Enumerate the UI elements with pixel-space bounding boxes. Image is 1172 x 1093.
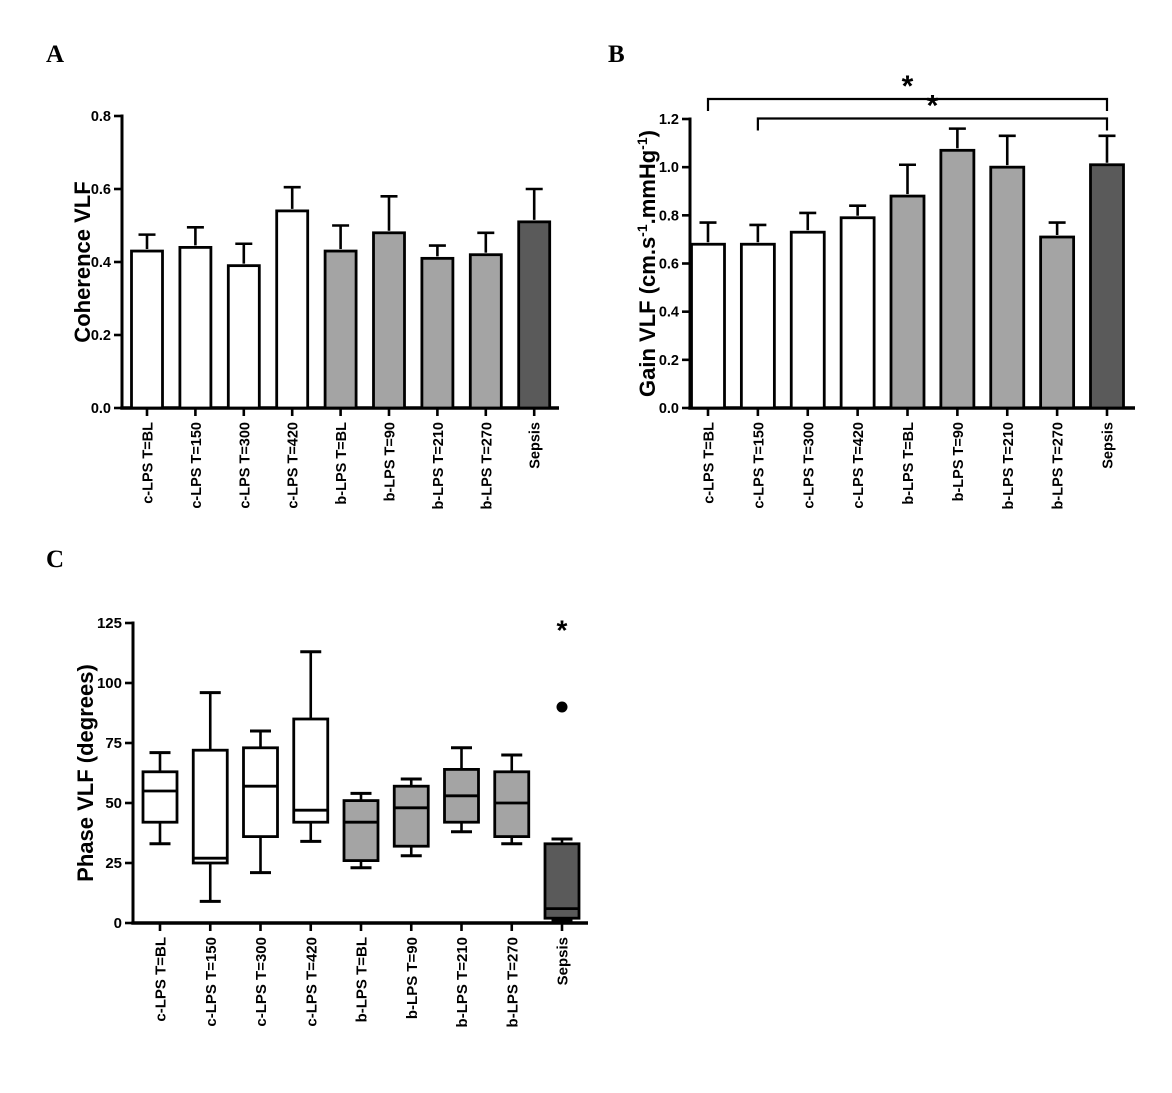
- panel-c-y-ticks: 0 25 50 75 100 125: [97, 615, 133, 932]
- panel-b-bar-c-lps-t-150: [739, 242, 776, 410]
- panel-a-y-tick-label: 0.8: [91, 109, 111, 125]
- panel-b-y-tick-label: 0.2: [659, 353, 679, 369]
- panel-b-bar-c-lps-t-bl: [690, 242, 726, 410]
- panel-b-y-ticks: 0.0 0.2 0.4 0.6 0.8 1.0 1.2: [659, 112, 690, 417]
- panel-c-x-label-c-lps-t-150: c-LPS T=150: [203, 937, 220, 1027]
- panel-c-boxes: [141, 650, 581, 923]
- panel-b-x-label-sepsis: Sepsis: [1101, 422, 1117, 469]
- panel-c-x-label-sepsis: Sepsis: [555, 937, 572, 985]
- panel-c-y-tick-label: 75: [105, 735, 122, 752]
- panel-a-bar-b-lps-t-90: [372, 231, 406, 410]
- panel-a-letter: A: [46, 41, 65, 68]
- panel-c-y-tick-label: 125: [97, 615, 122, 632]
- panel-a-x-label-b-lps-t-270: b-LPS T=270: [479, 422, 495, 509]
- panel-c-box-c-lps-t-150: [191, 748, 229, 865]
- panel-a-bar-c-lps-t-bl: [130, 249, 164, 410]
- panel-b-bar-c-lps-t-420: [839, 216, 876, 410]
- panel-b-bar-sepsis: [1089, 163, 1125, 410]
- panel-a-x-label-b-lps-t-210: b-LPS T=210: [431, 422, 447, 509]
- panel-b-x-label-c-lps-t-420: c-LPS T=420: [851, 422, 867, 509]
- panel-a-y-tick-label: 0.6: [91, 182, 111, 198]
- panel-b-x-label-b-lps-t-210: b-LPS T=210: [1001, 422, 1017, 509]
- panel-b-y-axis-title: Gain VLF (cm.s-1.mmHg-1): [634, 130, 660, 397]
- panel-a-y-axis-title: Coherence VLF: [70, 181, 95, 342]
- panel-a-y-tick-label: 0.2: [91, 328, 111, 344]
- panel-a-bar-b-lps-t-270: [468, 253, 503, 410]
- panel-c-x-label-b-lps-t-210: b-LPS T=210: [454, 937, 471, 1027]
- panel-c-x-label-c-lps-t-420: c-LPS T=420: [303, 937, 320, 1027]
- panel-a-y-tick-label: 0.0: [91, 401, 111, 417]
- panel-c-box-c-lps-t-bl: [141, 770, 179, 824]
- panel-c-y-axis-title: Phase VLF (degrees): [73, 664, 98, 882]
- panel-a-bar-b-lps-t-210: [420, 256, 455, 410]
- panel-b-bar-b-lps-t-210: [989, 165, 1026, 410]
- panel-b-gain-vlf-bar-chart: 0.0 0.2 0.4 0.6 0.8 1.0 1.2 c-LPS T=BL c-LPS T=1…: [634, 70, 1135, 509]
- panel-c-box-b-lps-t-90: [392, 784, 430, 848]
- panel-a-y-ticks: 0.0 0.2 0.4 0.6 0.8: [91, 109, 122, 417]
- panel-a-x-ticks: c-LPS T=BL c-LPS T=150 c-LPS T=300 c-LPS T=…: [141, 408, 544, 509]
- panel-c-y-tick-label: 100: [97, 675, 122, 692]
- panel-b-bar-c-lps-t-300: [789, 230, 826, 410]
- panel-c-y-tick-label: 25: [105, 855, 122, 872]
- panel-a-bar-b-lps-t-bl: [323, 249, 358, 410]
- panel-b-x-label-c-lps-t-bl: c-LPS T=BL: [702, 422, 718, 504]
- panel-b-y-tick-label: 0.6: [659, 257, 679, 273]
- panel-c-x-ticks: c-LPS T=BL c-LPS T=150 c-LPS T=300 c-LPS T=…: [153, 923, 572, 1027]
- panel-b-letter: B: [608, 41, 625, 68]
- panel-b-y-tick-label: 1.0: [659, 160, 679, 176]
- panel-c-outlier-dot-sepsis: [556, 701, 568, 713]
- panel-a-error-bars: [138, 185, 543, 264]
- panel-b-y-tick-label: 0.4: [659, 305, 679, 321]
- panel-a-coherence-vlf-bar-chart: 0.00.20.40.60.8c-LPS T=BL c-LPS T=150 c-LP…: [70, 109, 559, 509]
- panel-a-x-label-c-lps-t-150: c-LPS T=150: [189, 422, 205, 509]
- panel-b-bar-b-lps-t-bl: [889, 194, 926, 410]
- panel-b-significance-bracket-0: [706, 97, 1109, 111]
- panel-c-x-label-c-lps-t-300: c-LPS T=300: [253, 937, 270, 1027]
- panel-c-y-tick-label: 0: [114, 915, 122, 932]
- panel-a-x-label-c-lps-t-300: c-LPS T=300: [237, 422, 253, 509]
- panel-c-box-c-lps-t-300: [242, 746, 279, 839]
- panel-c-y-tick-label: 50: [105, 795, 122, 812]
- panel-b-x-label-c-lps-t-150: c-LPS T=150: [751, 422, 767, 509]
- panel-c-annotation-asterisk: *: [557, 614, 568, 645]
- panel-c-box-sepsis: [543, 842, 581, 920]
- panel-b-x-label-b-lps-t-270: b-LPS T=270: [1051, 422, 1067, 509]
- panel-b-bars: [690, 148, 1125, 410]
- panel-b-x-label-b-lps-t-90: b-LPS T=90: [951, 422, 967, 501]
- panel-b-significance-asterisk-0: *: [902, 70, 914, 103]
- panel-a-x-label-sepsis: Sepsis: [528, 422, 544, 469]
- panel-a-x-label-b-lps-t-90: b-LPS T=90: [383, 422, 399, 501]
- panel-b-y-tick-label: 0.8: [659, 208, 679, 224]
- panel-c-x-label-c-lps-t-bl: c-LPS T=BL: [153, 937, 170, 1022]
- panel-b-x-label-c-lps-t-300: c-LPS T=300: [801, 422, 817, 509]
- panel-b-x-ticks: c-LPS T=BL c-LPS T=150 c-LPS T=300 c-LPS T=…: [702, 408, 1117, 509]
- panel-a-bar-c-lps-t-300: [226, 264, 261, 410]
- panel-a-bar-c-lps-t-420: [275, 209, 310, 410]
- panel-a-bars: [130, 209, 552, 410]
- panel-a-x-label-b-lps-t-bl: b-LPS T=BL: [334, 422, 350, 505]
- panel-a-y-tick-label: 0.4: [91, 255, 111, 271]
- panel-c-x-label-b-lps-t-90: b-LPS T=90: [404, 937, 421, 1019]
- panel-b-x-label-b-lps-t-bl: b-LPS T=BL: [901, 422, 917, 505]
- panel-c-box-c-lps-t-420: [292, 717, 330, 824]
- panel-b-error-bars: [699, 127, 1116, 243]
- panel-a-bar-c-lps-t-150: [178, 245, 213, 410]
- panel-c-letter: C: [46, 546, 65, 573]
- panel-b-y-tick-label: 1.2: [659, 112, 679, 128]
- panel-b-y-tick-label: 0.0: [659, 401, 679, 417]
- panel-c-box-b-lps-t-bl: [342, 799, 380, 863]
- panel-b-bar-b-lps-t-270: [1039, 235, 1076, 410]
- panel-b-bar-b-lps-t-90: [939, 148, 976, 410]
- panel-a-x-label-c-lps-t-420: c-LPS T=420: [286, 422, 302, 509]
- panel-b-significance-asterisk-1: *: [927, 90, 939, 123]
- panel-c-x-label-b-lps-t-270: b-LPS T=270: [504, 937, 521, 1027]
- panel-a-bar-sepsis: [517, 220, 552, 410]
- panel-a-x-label-c-lps-t-bl: c-LPS T=BL: [141, 422, 157, 504]
- panel-b-significance-bracket-1: [756, 117, 1109, 131]
- panel-c-x-label-b-lps-t-bl: b-LPS T=BL: [354, 937, 371, 1022]
